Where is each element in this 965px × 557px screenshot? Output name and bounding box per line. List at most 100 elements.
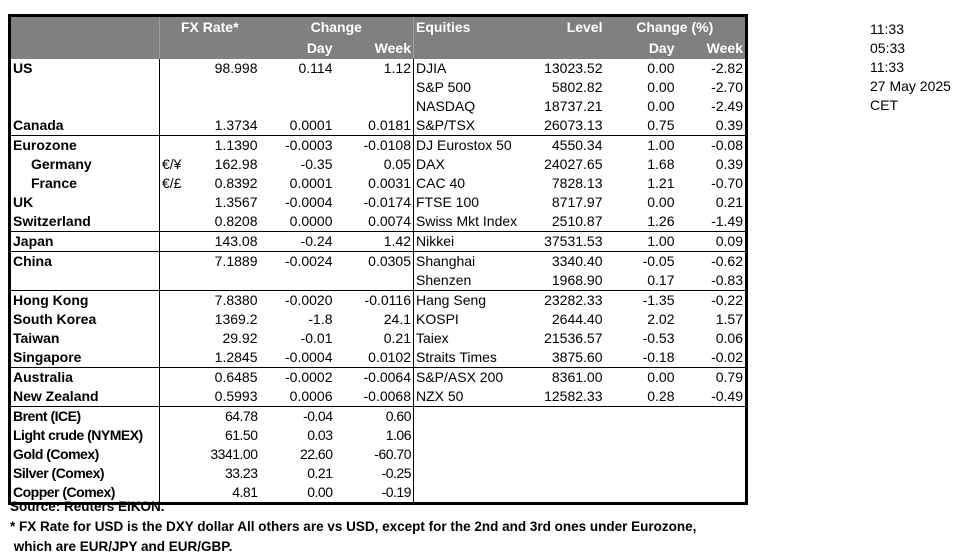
- equity-name: Hang Seng: [413, 290, 531, 310]
- equity-week-change: 0.79: [676, 367, 747, 387]
- fx-day-change: 22.60: [299, 446, 333, 462]
- equity-day-change: -0.53: [642, 330, 675, 346]
- equity-name: DJIA: [413, 59, 531, 78]
- fx-rate: 33.23: [159, 464, 260, 483]
- equity-name: Straits Times: [413, 348, 531, 368]
- row-label: New Zealand: [13, 388, 99, 404]
- row-label: Taiwan: [13, 330, 60, 346]
- row-label: Eurozone: [9, 135, 160, 155]
- equity-level: 12582.33: [544, 388, 603, 404]
- header-change-pct: Change (%): [604, 15, 747, 38]
- fx-day-change: -0.0024: [259, 251, 335, 271]
- header-eq-day: Day: [604, 38, 677, 59]
- fx-week-change: 0.0181: [368, 117, 411, 133]
- equity-week-change: -1.49: [711, 213, 743, 229]
- table-row: Shenzen 1968.90 0.17 -0.83: [10, 271, 747, 291]
- table-row: US 98.998 0.114 1.12 DJIA 13023.52 0.00 -2.82: [10, 59, 747, 78]
- table-row: Singapore 1.2845 -0.0004 0.0102 Straits Time…: [10, 348, 747, 368]
- equity-name: Shanghai: [413, 251, 531, 271]
- equity-name: Shenzen: [413, 271, 531, 291]
- table-row: Silver (Comex) 33.23 0.21 -0.25: [10, 464, 747, 483]
- equity-level: 13023.52: [544, 60, 603, 76]
- table-row: Gold (Comex) 3341.00 22.60 -60.70: [10, 445, 747, 464]
- equity-day-change: 0.00: [604, 367, 677, 387]
- fx-week-change: [335, 271, 414, 291]
- fx-day-change: 0.114: [298, 60, 333, 76]
- footnote-line-2: which are EUR/JPY and EUR/GBP.: [10, 539, 233, 554]
- table-row: Light crude (NYMEX) 61.50 0.03 1.06: [10, 426, 747, 445]
- fx-week-change: -0.0108: [334, 135, 414, 155]
- fx-week-change: -0.0064: [334, 367, 414, 387]
- equity-week-change: -2.82: [711, 60, 743, 76]
- fx-week-change: 0.0031: [368, 175, 411, 191]
- date: 27 May 2025: [870, 78, 951, 94]
- table-row: Eurozone 1.1390 -0.0003 -0.0108 DJ Eurostox …: [9, 135, 747, 155]
- table-row: Australia 0.6485 -0.0002 -0.0064 S&P/ASX 200…: [9, 367, 747, 387]
- fx-week-change: 1.42: [334, 231, 414, 252]
- equity-week-change: 0.39: [715, 156, 743, 172]
- fx-day-change: [260, 271, 335, 291]
- fx-week-change: [335, 97, 414, 116]
- equity-level: [530, 406, 605, 426]
- fx-week-change: 0.0102: [368, 349, 411, 365]
- equity-level: 8717.97: [551, 194, 603, 210]
- fx-rate: 0.6485: [159, 367, 260, 387]
- time-3: 11:33: [870, 59, 904, 75]
- equity-level: 37531.53: [530, 231, 605, 252]
- header-level: Level: [530, 15, 605, 38]
- equity-level: 21536.57: [544, 330, 603, 346]
- equity-name: Taiex: [413, 329, 531, 348]
- equity-level: 18737.21: [544, 98, 603, 114]
- fx-day-change: 0.03: [307, 427, 333, 443]
- fx-day-change: -0.0002: [259, 367, 335, 387]
- fx-rate: [159, 271, 260, 291]
- equity-name: [413, 426, 531, 445]
- equity-name: KOSPI: [413, 310, 531, 329]
- equity-level: 3340.40: [530, 251, 605, 271]
- equity-level: [531, 464, 605, 483]
- equity-level: 2510.87: [551, 213, 603, 229]
- fx-week-change: -0.0174: [363, 194, 411, 210]
- fx-day-change: 0.00: [307, 484, 333, 500]
- header-change: Change: [259, 15, 414, 38]
- fx-rate: €/¥ 162.98: [159, 155, 260, 174]
- row-label: Singapore: [13, 349, 82, 365]
- table-row: New Zealand 0.5993 0.0006 -0.0068 NZX 50 1258…: [10, 387, 747, 407]
- equity-level: [531, 426, 605, 445]
- fx-rate: 61.50: [159, 426, 260, 445]
- fx-day-change: 0.0001: [289, 117, 333, 133]
- equity-day-change: -1.35: [604, 290, 677, 310]
- equity-week-change: 1.57: [715, 311, 743, 327]
- fx-week-change: -60.70: [374, 446, 411, 462]
- fx-day-change: 0.0001: [289, 175, 333, 191]
- fx-week-change: -0.0116: [334, 290, 414, 310]
- table-row: Taiwan 29.92 -0.01 0.21 Taiex 21536.57 -0.53 0.…: [10, 329, 747, 348]
- equity-name: Nikkei: [413, 231, 531, 252]
- equity-day-change: [605, 464, 677, 483]
- equity-week-change: 0.39: [715, 117, 743, 133]
- fx-rate: 29.92: [159, 329, 260, 348]
- fx-week-change: -0.0068: [363, 388, 411, 404]
- equity-day-change: 0.00: [647, 194, 675, 210]
- fx-day-change: -0.35: [300, 156, 333, 172]
- currency-pair: €/£: [162, 175, 182, 191]
- fx-rate: €/£ 0.8392: [159, 174, 260, 193]
- timezone: CET: [870, 97, 898, 113]
- equity-level: 2644.40: [551, 311, 603, 327]
- equity-level: 4550.34: [530, 135, 605, 155]
- row-label: Silver (Comex): [13, 465, 105, 481]
- equity-name: NZX 50: [413, 387, 531, 407]
- header-row-2: Day Week Day Week: [9, 38, 747, 59]
- equity-day-change: 0.75: [647, 117, 675, 133]
- time-1: 11:33: [870, 21, 904, 37]
- equity-level: 23282.33: [530, 290, 605, 310]
- equity-name: S&P/ASX 200: [413, 367, 531, 387]
- equity-day-change: -0.18: [642, 349, 675, 365]
- fx-rate-value: 0.8392: [214, 175, 258, 191]
- fx-week-change: 0.60: [334, 406, 414, 426]
- equity-day-change: 1.21: [647, 175, 675, 191]
- footnote-line-1: * FX Rate for USD is the DXY dollar All …: [10, 519, 697, 534]
- fx-day-change: -0.0003: [259, 135, 335, 155]
- fx-day-change: -0.0020: [259, 290, 335, 310]
- equity-day-change: 2.02: [647, 311, 675, 327]
